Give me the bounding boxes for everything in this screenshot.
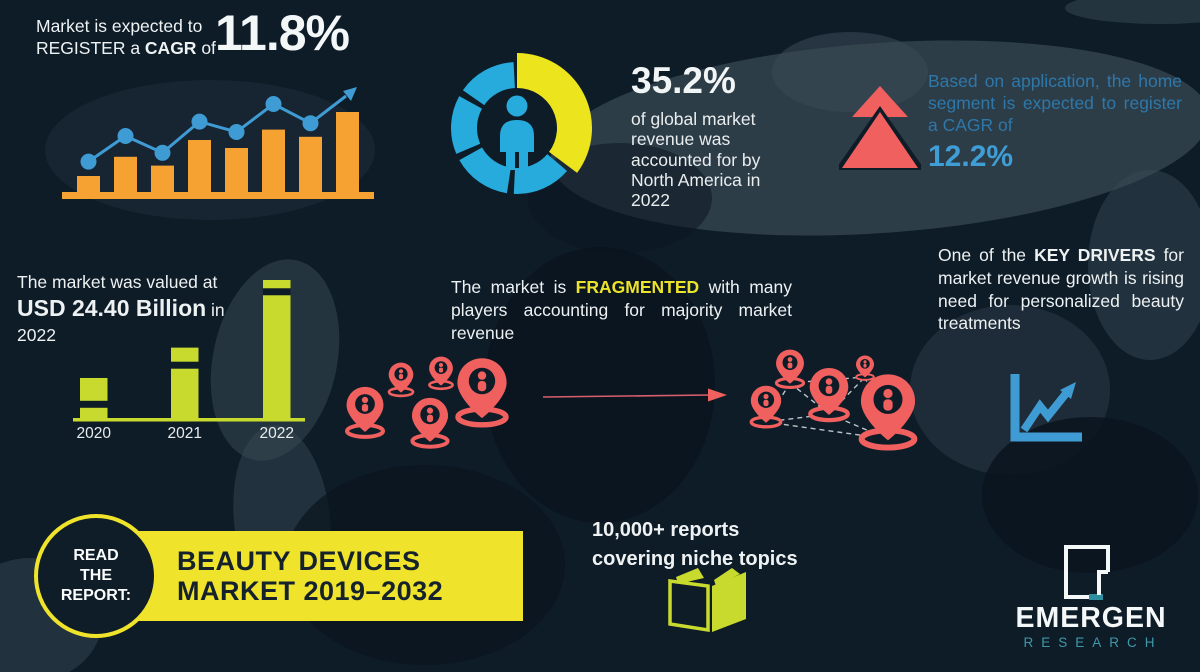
svg-text:2022: 2022: [260, 425, 294, 442]
report-title-line1: BEAUTY DEVICES: [177, 546, 421, 576]
cagr-headline: Market is expected to REGISTER a CAGR of: [36, 16, 216, 58]
north-america-share-description: of global market revenue was accounted f…: [631, 109, 761, 211]
svg-text:2020: 2020: [77, 425, 112, 442]
fragmented-market-text: The market is FRAGMENTED with many playe…: [451, 277, 792, 344]
reports-count: 10,000+ reports: [592, 519, 740, 541]
market-valuation-amount: USD 24.40 Billion: [17, 294, 207, 321]
application-cagr-value: 12.2%: [928, 140, 1014, 173]
report-title-line2: MARKET 2019–2032: [177, 576, 444, 607]
flow-arrow: [542, 388, 727, 402]
application-segment-text: Based on application, the home segment i…: [928, 71, 1182, 136]
growth-chart-icon: [1010, 374, 1082, 442]
north-america-share-value: 35.2%: [631, 60, 736, 101]
brand-subtitle: RESEARCH: [1023, 635, 1163, 650]
double-up-arrow-icon: [839, 86, 921, 170]
reports-count-note: 10,000+ reports covering niche topics: [592, 519, 798, 570]
open-book-icon: [668, 568, 746, 633]
cagr-headline-line1: Market is expected to: [36, 16, 203, 36]
report-title-banner[interactable]: BEAUTY DEVICES MARKET 2019–2032: [133, 531, 523, 621]
key-drivers-highlight: KEY DRIVERS: [1034, 245, 1156, 265]
read-the-report-badge[interactable]: READ THE REPORT:: [34, 514, 158, 638]
north-america-caption: 35.2% of global market revenue was accou…: [631, 60, 791, 210]
fragmented-highlight: FRAGMENTED: [575, 277, 700, 297]
market-valuation-text: The market was valued at USD 24.40 Billi…: [17, 272, 225, 345]
north-america-donut-chart: [451, 53, 592, 194]
brand-name: EMERGEN: [1015, 602, 1167, 634]
market-value-bar-chart: 2020 2021 2022: [73, 280, 305, 442]
map-pins-cluster-right: [749, 349, 918, 451]
map-pins-cluster-left: [344, 356, 509, 449]
cagr-bar-line-chart: [62, 87, 374, 199]
emergen-logo-mark: [1064, 545, 1110, 600]
svg-text:2021: 2021: [168, 425, 202, 442]
key-drivers-text: One of the KEY DRIVERS for market revenu…: [938, 245, 1184, 334]
cagr-value: 11.8%: [215, 5, 350, 61]
